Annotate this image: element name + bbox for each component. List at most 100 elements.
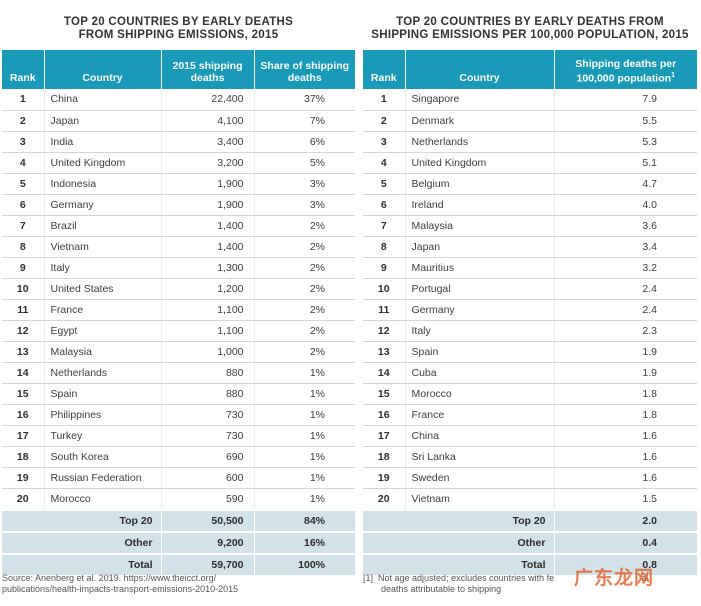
left-header-share: Share of shipping deaths — [254, 50, 355, 89]
right-header-row: Rank Country Shipping deaths per 100,000… — [363, 50, 697, 89]
rank-cell: 5 — [363, 173, 406, 195]
totals-label: Top 20 — [363, 508, 555, 532]
country-cell: Spain — [44, 383, 162, 405]
table-row: 5 Indonesia 1,900 3% — [2, 173, 355, 195]
country-cell: Turkey — [44, 425, 162, 447]
totals-deaths-per-100k: 2.0 — [554, 508, 697, 532]
table-row: 16 France 1.8 — [363, 404, 697, 426]
rank-cell: 1 — [363, 89, 406, 111]
share-cell: 7% — [254, 110, 355, 132]
right-header-footnote-ref: 1 — [671, 71, 675, 79]
table-row: 10 Portugal 2.4 — [363, 278, 697, 300]
deaths-per-100k-cell: 1.9 — [554, 362, 697, 384]
country-cell: Vietnam — [44, 236, 162, 258]
rank-cell: 17 — [2, 425, 45, 447]
table-row: 19 Sweden 1.6 — [363, 467, 697, 489]
rank-cell: 14 — [2, 362, 45, 384]
deaths-cell: 1,900 — [161, 194, 255, 216]
country-cell: France — [405, 404, 555, 426]
deaths-cell: 600 — [161, 467, 255, 489]
share-cell: 1% — [254, 425, 355, 447]
table-row: 14 Netherlands 880 1% — [2, 362, 355, 384]
totals-deaths-per-100k: 0.4 — [554, 530, 697, 554]
country-cell: Egypt — [44, 320, 162, 342]
rank-cell: 9 — [363, 257, 406, 279]
table-row: 8 Japan 3.4 — [363, 236, 697, 258]
deaths-cell: 1,100 — [161, 320, 255, 342]
right-header-rank: Rank — [363, 50, 406, 89]
source-line1: Source: Anenberg et al. 2019. https://ww… — [2, 573, 217, 583]
totals-row: Total 0.8 — [363, 552, 697, 575]
deaths-per-100k-cell: 3.4 — [554, 236, 697, 258]
table-row: 13 Malaysia 1,000 2% — [2, 341, 355, 363]
rank-cell: 20 — [2, 488, 45, 510]
rank-cell: 4 — [363, 152, 406, 174]
deaths-cell: 690 — [161, 446, 255, 468]
left-table-totals: Top 20 50,500 84% Other 9,200 16% Total 59,700 1… — [2, 508, 355, 575]
rank-cell: 7 — [2, 215, 45, 237]
table-row: 11 Germany 2.4 — [363, 299, 697, 321]
country-cell: Italy — [405, 320, 555, 342]
table-row: 7 Brazil 1,400 2% — [2, 215, 355, 237]
country-cell: France — [44, 299, 162, 321]
right-panel: TOP 20 COUNTRIES BY EARLY DEATHS FROM SH… — [363, 16, 697, 575]
deaths-per-100k-cell: 2.4 — [554, 278, 697, 300]
share-cell: 1% — [254, 467, 355, 489]
rank-cell: 12 — [363, 320, 406, 342]
share-cell: 2% — [254, 341, 355, 363]
country-cell: United Kingdom — [44, 152, 162, 174]
right-table-title: TOP 20 COUNTRIES BY EARLY DEATHS FROM SH… — [363, 16, 697, 50]
rank-cell: 18 — [363, 446, 406, 468]
table-row: 11 France 1,100 2% — [2, 299, 355, 321]
deaths-per-100k-cell: 1.6 — [554, 446, 697, 468]
right-table-body: 1 Singapore 7.9 2 Denmark 5.5 3 Netherlands 5.3 4… — [363, 89, 697, 510]
rank-cell: 14 — [363, 362, 406, 384]
country-cell: Germany — [405, 299, 555, 321]
table-row: 7 Malaysia 3.6 — [363, 215, 697, 237]
share-cell: 2% — [254, 215, 355, 237]
rank-cell: 16 — [363, 404, 406, 426]
deaths-per-100k-cell: 3.6 — [554, 215, 697, 237]
rank-cell: 10 — [363, 278, 406, 300]
country-cell: Singapore — [405, 89, 555, 111]
totals-row: Other 9,200 16% — [2, 530, 355, 554]
table-row: 13 Spain 1.9 — [363, 341, 697, 363]
deaths-cell: 1,000 — [161, 341, 255, 363]
table-row: 15 Spain 880 1% — [2, 383, 355, 405]
country-cell: Japan — [44, 110, 162, 132]
deaths-per-100k-cell: 1.6 — [554, 467, 697, 489]
totals-row: Other 0.4 — [363, 530, 697, 554]
country-cell: Philippines — [44, 404, 162, 426]
deaths-cell: 4,100 — [161, 110, 255, 132]
totals-share: 84% — [254, 508, 355, 532]
table-row: 17 China 1.6 — [363, 425, 697, 447]
source-footnote: Source: Anenberg et al. 2019. https://ww… — [2, 573, 352, 595]
deaths-cell: 1,300 — [161, 257, 255, 279]
left-table-title: TOP 20 COUNTRIES BY EARLY DEATHS FROM SH… — [2, 16, 355, 50]
totals-row: Top 20 50,500 84% — [2, 508, 355, 532]
table-row: 3 India 3,400 6% — [2, 131, 355, 153]
table-row: 2 Japan 4,100 7% — [2, 110, 355, 132]
country-cell: China — [405, 425, 555, 447]
country-cell: Indonesia — [44, 173, 162, 195]
left-title-line1: TOP 20 COUNTRIES BY EARLY DEATHS — [63, 16, 294, 28]
rank-cell: 17 — [363, 425, 406, 447]
left-table: Rank Country 2015 shipping deaths Share … — [2, 50, 355, 575]
deaths-per-100k-cell: 5.1 — [554, 152, 697, 174]
share-cell: 2% — [254, 278, 355, 300]
left-header-country: Country — [44, 50, 162, 89]
deaths-per-100k-cell: 1.8 — [554, 383, 697, 405]
deaths-per-100k-cell: 5.3 — [554, 131, 697, 153]
deaths-cell: 3,400 — [161, 131, 255, 153]
deaths-per-100k-cell: 5.5 — [554, 110, 697, 132]
rank-cell: 3 — [2, 131, 45, 153]
rank-cell: 19 — [363, 467, 406, 489]
deaths-per-100k-cell: 4.0 — [554, 194, 697, 216]
country-cell: Mauritius — [405, 257, 555, 279]
deaths-cell: 22,400 — [161, 89, 255, 111]
country-cell: Morocco — [405, 383, 555, 405]
table-row: 10 United States 1,200 2% — [2, 278, 355, 300]
totals-label: Other — [363, 530, 555, 554]
rank-cell: 15 — [2, 383, 45, 405]
note-footnote: [1] Not age adjusted; excludes countries … — [363, 573, 693, 595]
